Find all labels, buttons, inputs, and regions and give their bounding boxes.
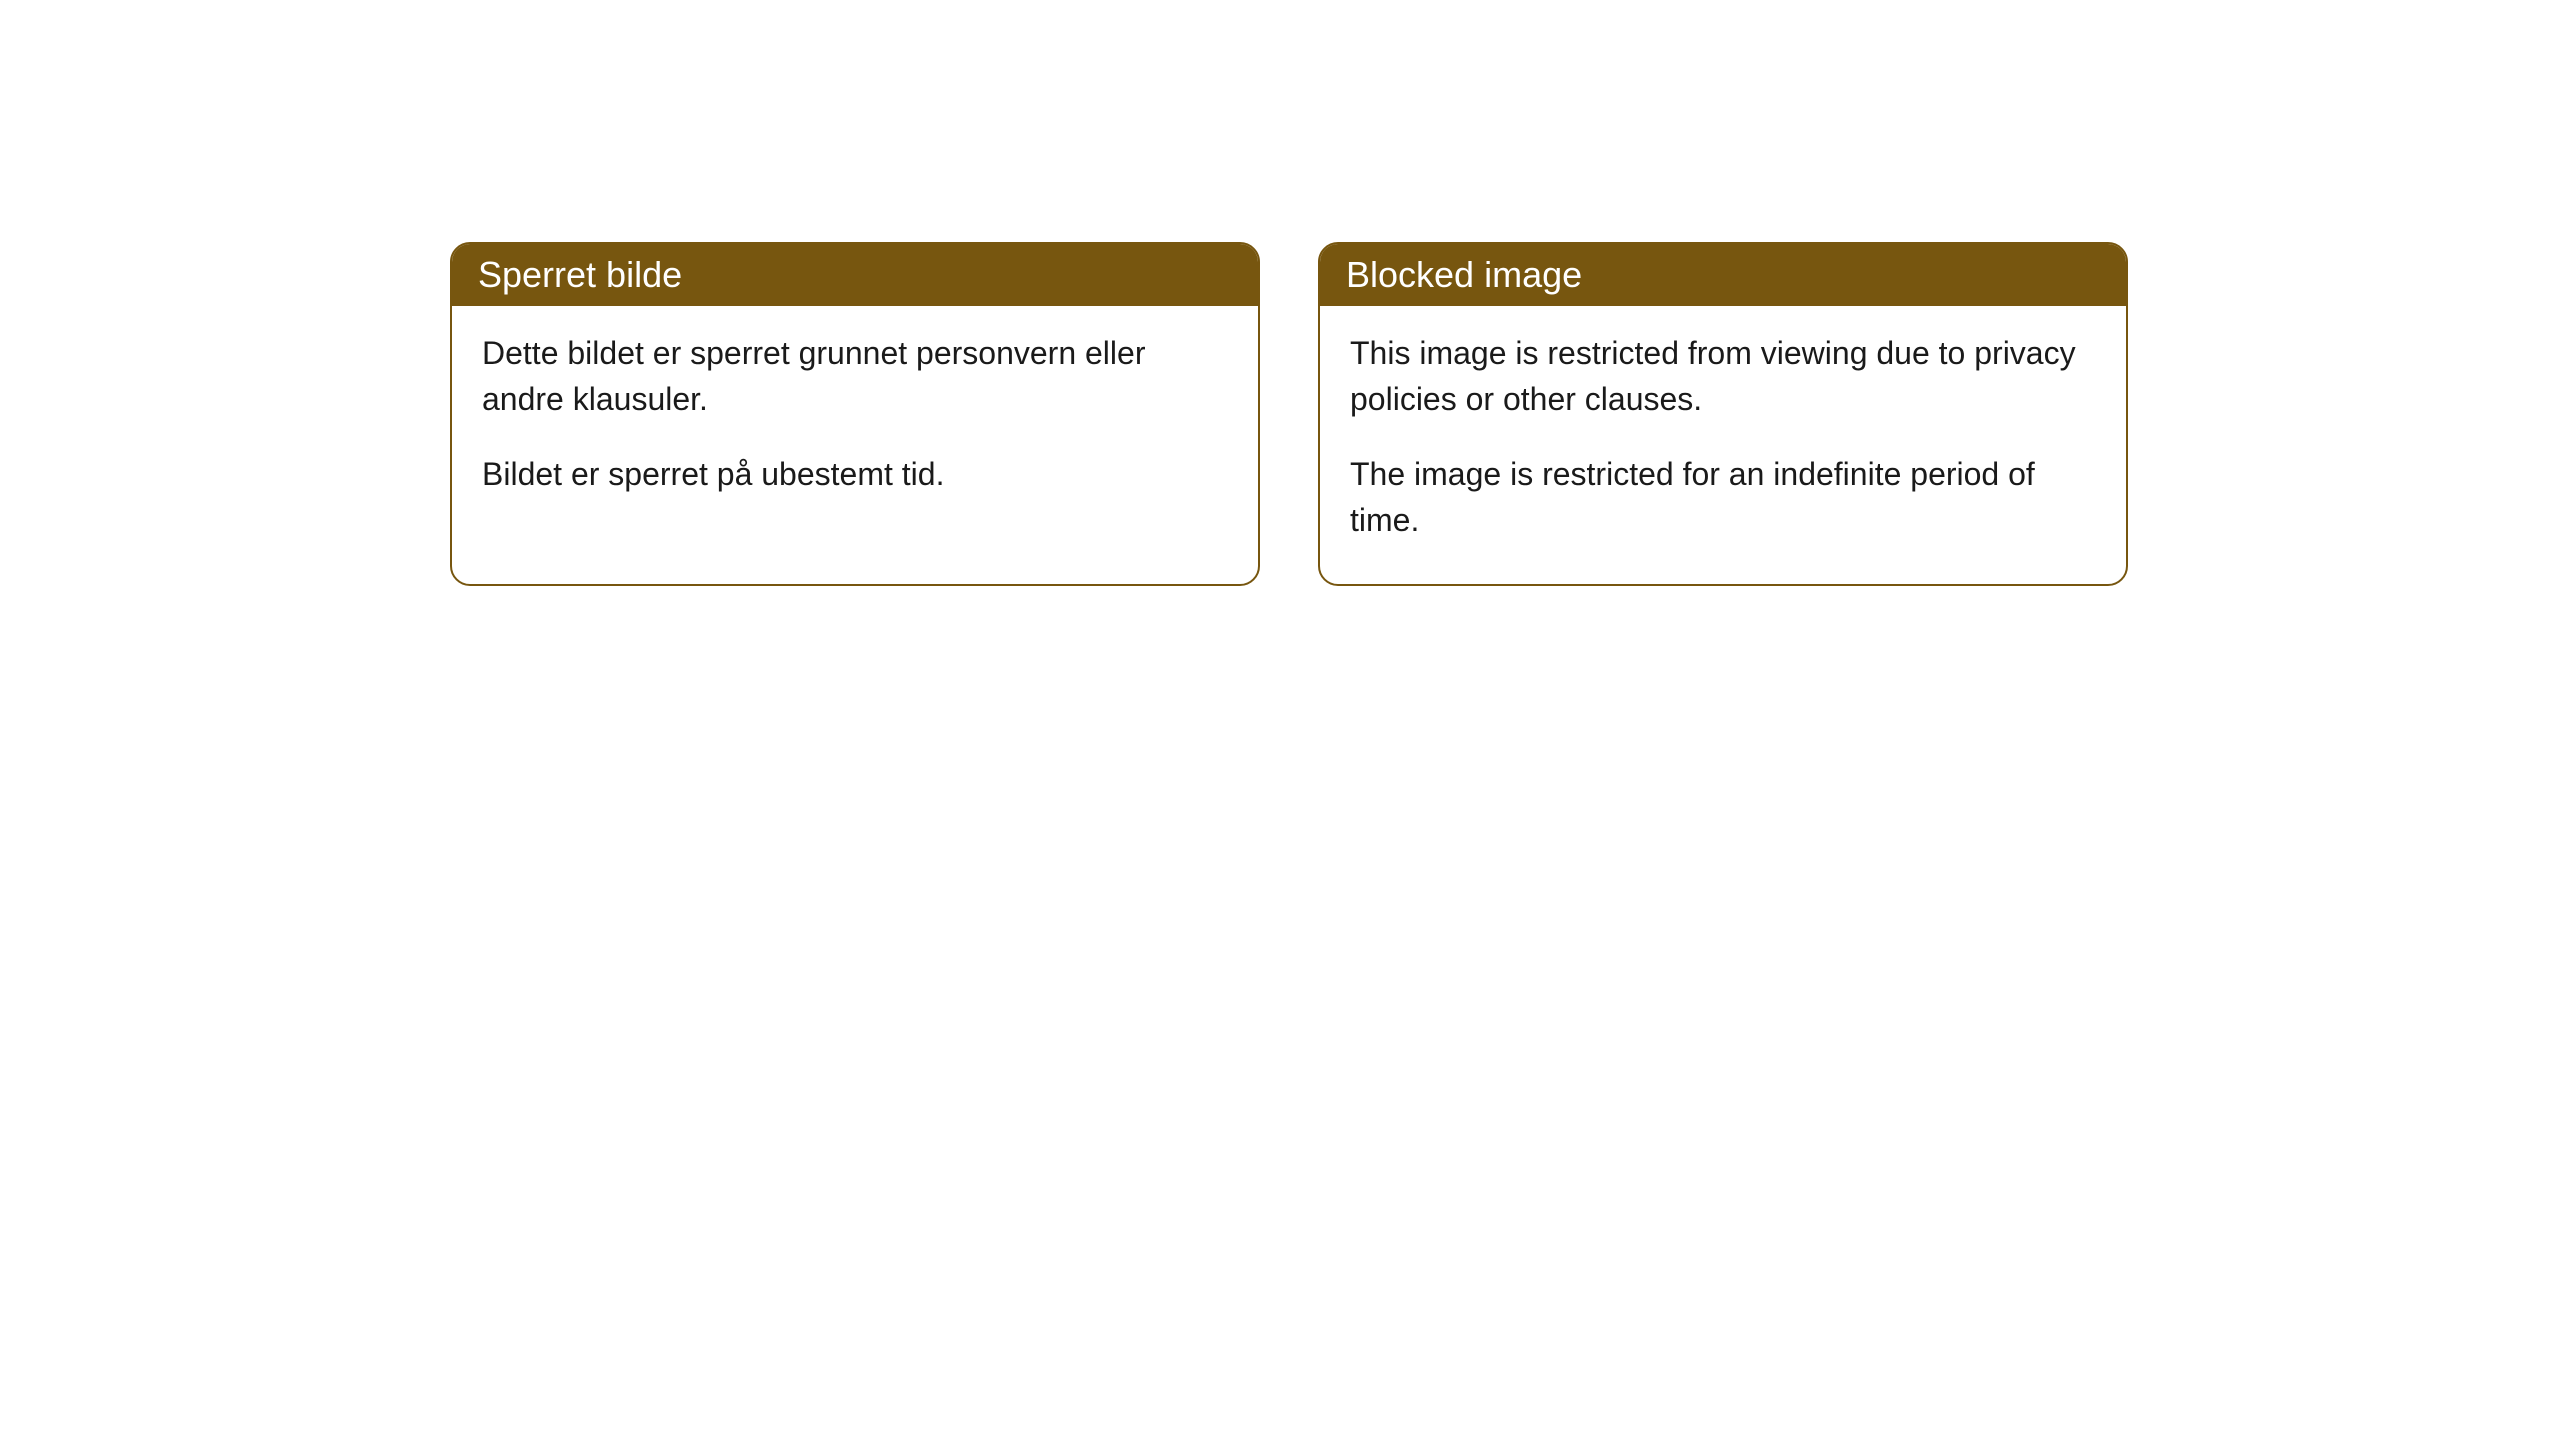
card-body: This image is restricted from viewing du… xyxy=(1320,306,2126,584)
card-header: Blocked image xyxy=(1320,244,2126,306)
card-paragraph: This image is restricted from viewing du… xyxy=(1350,330,2096,423)
card-paragraph: The image is restricted for an indefinit… xyxy=(1350,451,2096,544)
card-title: Blocked image xyxy=(1346,254,1582,295)
card-header: Sperret bilde xyxy=(452,244,1258,306)
card-body: Dette bildet er sperret grunnet personve… xyxy=(452,306,1258,537)
blocked-image-card-english: Blocked image This image is restricted f… xyxy=(1318,242,2128,586)
card-paragraph: Dette bildet er sperret grunnet personve… xyxy=(482,330,1228,423)
card-title: Sperret bilde xyxy=(478,254,682,295)
card-paragraph: Bildet er sperret på ubestemt tid. xyxy=(482,451,1228,497)
cards-container: Sperret bilde Dette bildet er sperret gr… xyxy=(450,242,2128,586)
blocked-image-card-norwegian: Sperret bilde Dette bildet er sperret gr… xyxy=(450,242,1260,586)
